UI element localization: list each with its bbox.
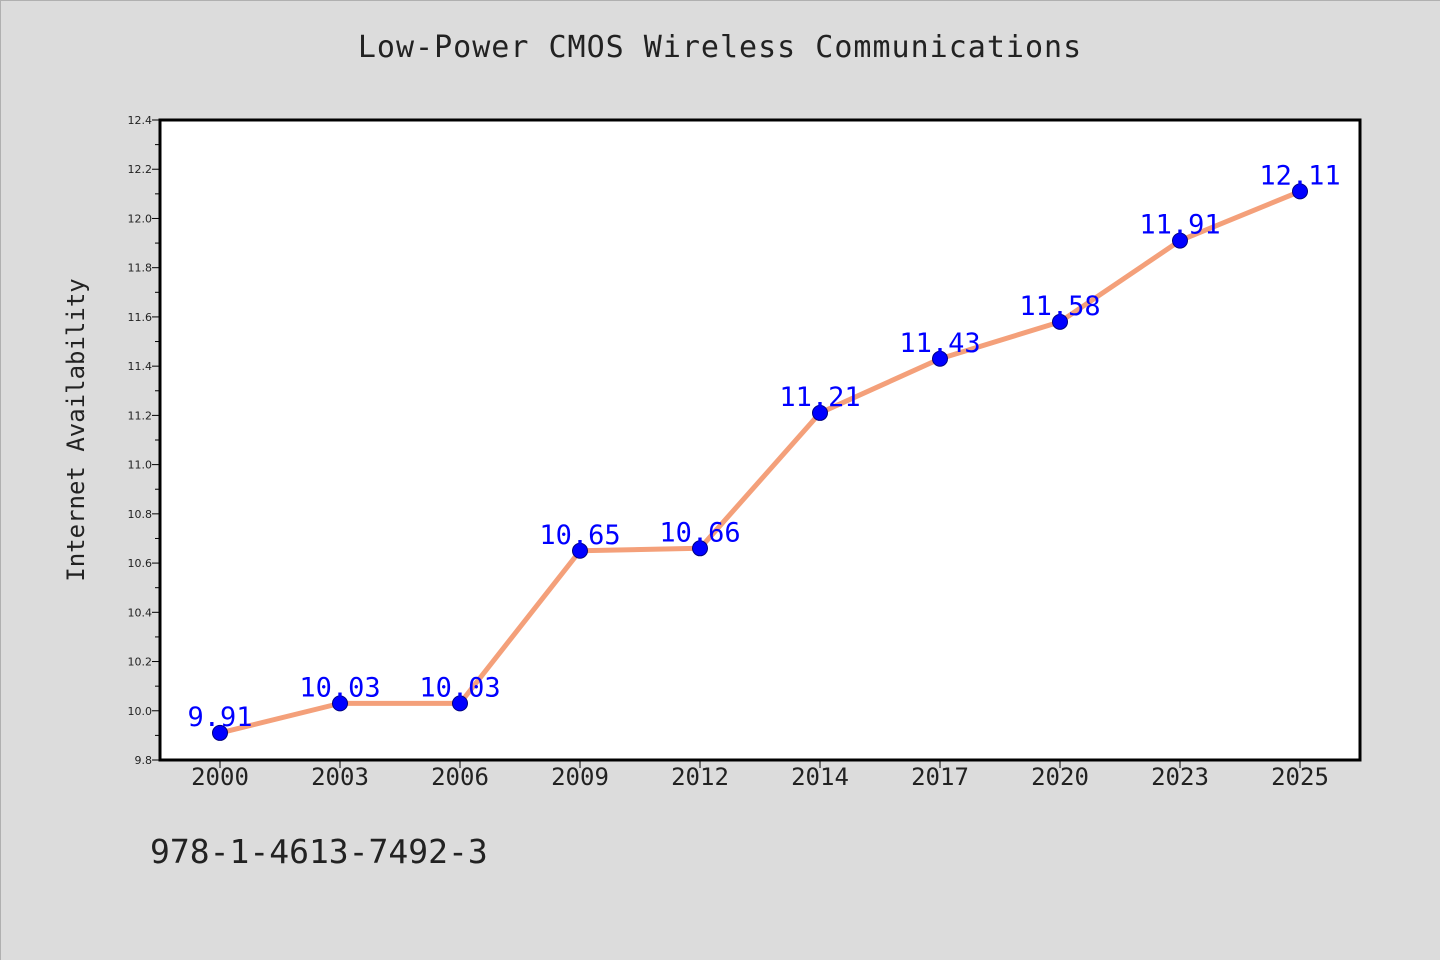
y-tick-label: 10.4 (128, 606, 153, 619)
data-point (572, 542, 588, 559)
data-point (452, 695, 468, 712)
y-tick-label: 12.2 (128, 163, 153, 176)
y-tick-label: 11.4 (128, 360, 153, 373)
x-tick-label: 2000 (191, 763, 249, 791)
plot-area (160, 120, 1360, 760)
data-point (1292, 183, 1308, 200)
data-label: 9.91 (187, 702, 252, 733)
y-tick-label: 11.2 (128, 409, 153, 422)
y-tick-label: 10.8 (128, 508, 153, 521)
isbn-footer: 978-1-4613-7492-3 (150, 832, 488, 871)
data-label: 10.65 (539, 520, 620, 551)
series-line (217, 188, 1303, 736)
data-point (932, 350, 948, 367)
y-tick-label: 12.0 (128, 212, 153, 225)
x-tick-label: 2017 (911, 763, 969, 791)
y-tick-label: 10.6 (128, 557, 153, 570)
data-label: 10.03 (299, 672, 380, 703)
data-point (812, 404, 828, 421)
y-tick-label: 11.6 (128, 311, 153, 324)
x-tick-label: 2006 (431, 763, 489, 791)
x-tick-label: 2023 (1151, 763, 1209, 791)
chart-title: Low-Power CMOS Wireless Communications (357, 30, 1083, 65)
data-label: 10.66 (659, 517, 740, 548)
plot-border (158, 118, 1362, 762)
data-label: 10.03 (419, 672, 500, 703)
data-point (212, 724, 228, 741)
x-tick-label: 2025 (1271, 763, 1329, 791)
y-tick-label: 11.8 (128, 262, 153, 275)
y-tick-label: 9.8 (135, 754, 153, 767)
x-tick-label: 2009 (551, 763, 609, 791)
data-point (332, 695, 348, 712)
x-tick-label: 2014 (791, 763, 849, 791)
x-tick-label: 2012 (671, 763, 729, 791)
y-tick-label: 10.2 (128, 656, 153, 669)
y-tick-label: 10.0 (128, 705, 153, 718)
data-label: 11.43 (899, 328, 980, 359)
y-tick-label: 11.0 (128, 459, 153, 472)
data-point (1172, 232, 1188, 249)
data-label: 12.11 (1259, 160, 1340, 191)
data-label: 11.91 (1139, 210, 1220, 241)
x-tick-label: 2003 (311, 763, 369, 791)
y-tick-label: 12.4 (128, 114, 153, 127)
data-point (692, 540, 708, 557)
y-axis-label: Internet Availability (62, 278, 90, 581)
x-tick-label: 2020 (1031, 763, 1089, 791)
data-label: 11.21 (779, 382, 860, 413)
data-point (1052, 313, 1068, 330)
data-label: 11.58 (1019, 291, 1100, 322)
